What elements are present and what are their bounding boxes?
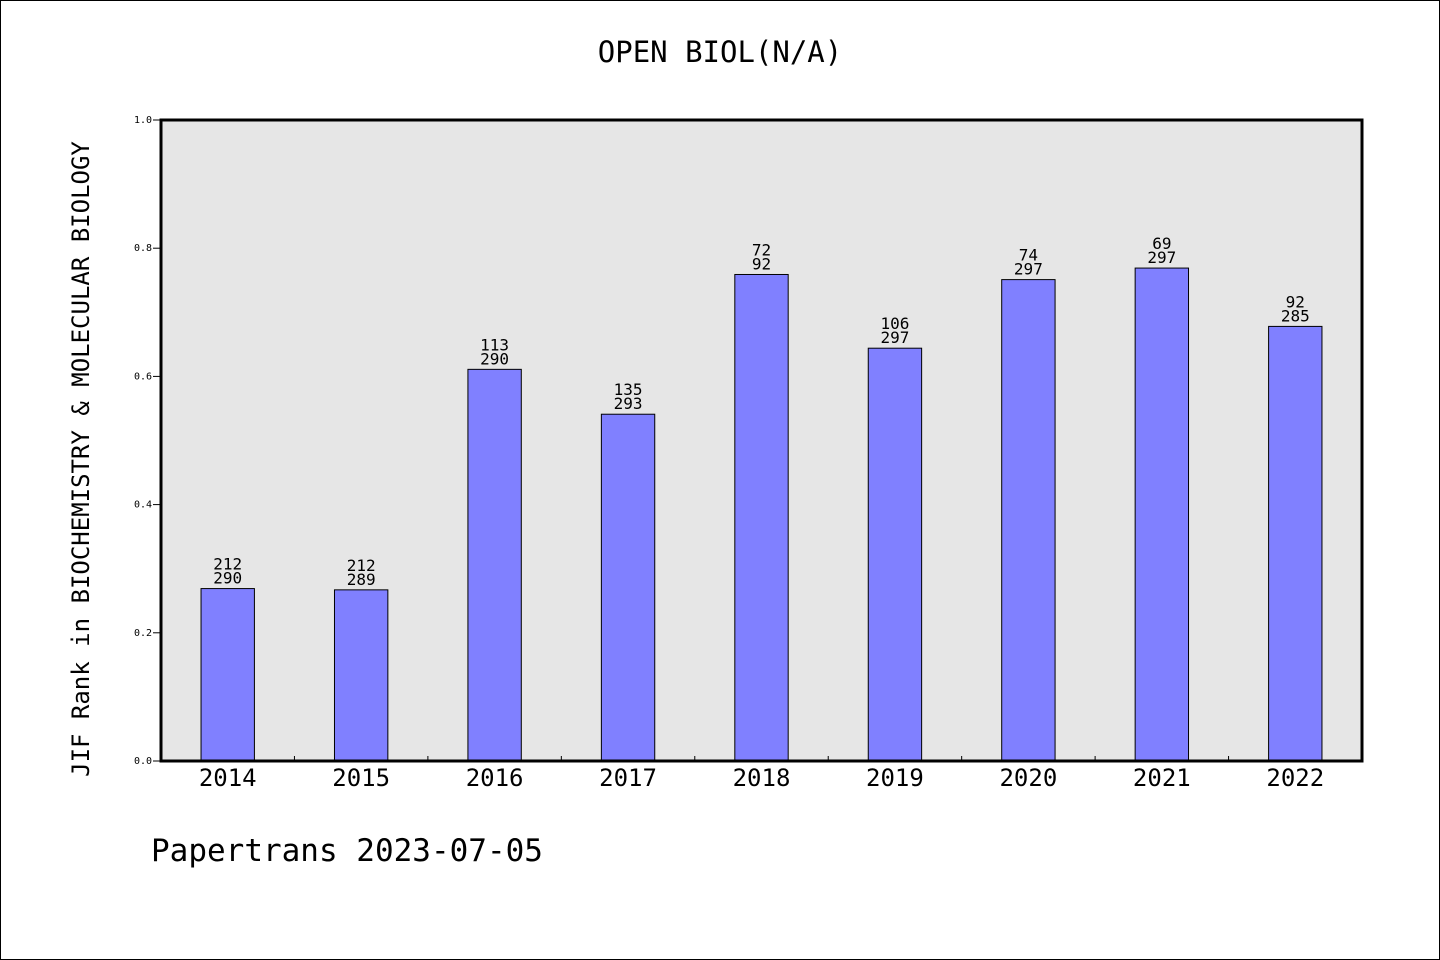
- data-label-total: 297: [1147, 248, 1176, 267]
- y-tick-label: 0.6: [134, 371, 152, 382]
- data-label-rank: 74: [1019, 246, 1038, 265]
- x-tick-label: 2014: [199, 764, 257, 792]
- bar-2019: [867, 347, 923, 762]
- data-label-total: 290: [480, 349, 509, 368]
- data-label-total: 297: [1014, 260, 1043, 279]
- y-tick-label: 0.8: [134, 243, 152, 254]
- bar-2018: [734, 273, 789, 762]
- x-tick-label: 2018: [733, 764, 791, 792]
- data-label-total: 289: [347, 570, 376, 589]
- chart-title: OPEN BIOL(N/A): [597, 35, 843, 69]
- bar-2021: [1134, 267, 1190, 762]
- data-label-total: 285: [1281, 306, 1310, 325]
- plot-border: [159, 118, 1364, 763]
- footer-text: Papertrans 2023-07-05: [151, 833, 543, 869]
- x-tick-label: 2022: [1266, 764, 1324, 792]
- x-tick-label: 2015: [332, 764, 390, 792]
- data-label-rank: 72: [752, 240, 771, 259]
- data-label-rank: 212: [347, 556, 376, 575]
- bar-2017: [600, 413, 656, 762]
- data-label-total: 297: [880, 328, 909, 347]
- data-label-total: 92: [752, 254, 771, 273]
- bar-2016: [467, 368, 522, 762]
- y-tick-label: 0.4: [134, 500, 152, 511]
- data-label-total: 293: [614, 394, 643, 413]
- bar-2014: [200, 588, 255, 762]
- bar-2015: [333, 589, 389, 762]
- data-label-rank: 106: [880, 314, 909, 333]
- y-tick-label: 0.2: [134, 628, 152, 639]
- data-label-rank: 113: [480, 335, 509, 354]
- data-label-rank: 69: [1152, 234, 1171, 253]
- bar-2022: [1268, 325, 1323, 762]
- y-tick-label: 0.0: [134, 756, 152, 767]
- data-label-rank: 92: [1286, 292, 1305, 311]
- x-tick-label: 2021: [1133, 764, 1191, 792]
- bar-2020: [1001, 279, 1056, 762]
- data-label-rank: 135: [614, 380, 643, 399]
- data-label-rank: 212: [213, 555, 242, 574]
- y-tick-label: 1.0: [134, 115, 152, 126]
- data-label-total: 290: [213, 569, 242, 588]
- x-tick-label: 2017: [599, 764, 657, 792]
- x-tick-label: 2016: [466, 764, 524, 792]
- x-tick-label: 2019: [866, 764, 924, 792]
- x-tick-label: 2020: [999, 764, 1057, 792]
